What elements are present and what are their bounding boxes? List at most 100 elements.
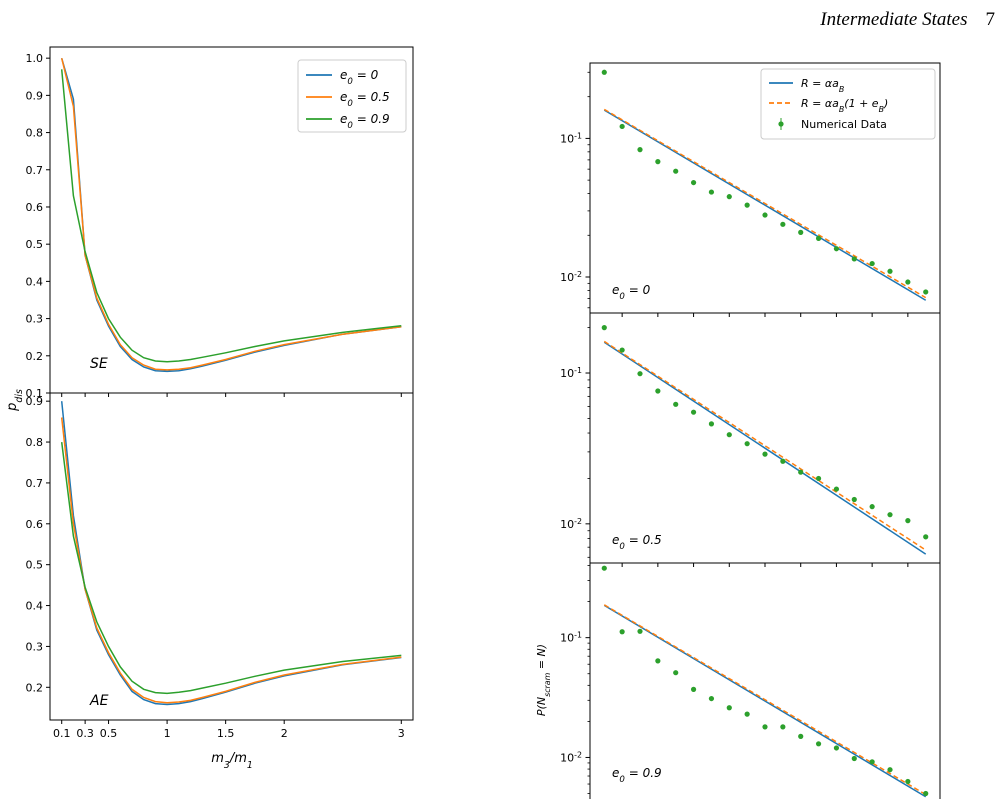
y-tick-label: 0.9 xyxy=(26,395,44,408)
y-tick-label: 0.2 xyxy=(26,681,44,694)
data-point xyxy=(690,686,697,692)
y-tick-label: 0.4 xyxy=(26,275,44,288)
right-panel-2: 10-1 10-2 e0 = 0.5 xyxy=(560,312,941,567)
data-point xyxy=(601,325,607,331)
data-point xyxy=(690,179,697,186)
y-tick-label: 0.9 xyxy=(26,89,44,102)
y-tick-label: 0.5 xyxy=(26,559,44,572)
data-point xyxy=(637,147,643,153)
y-tick-label: 10-1 xyxy=(560,630,582,645)
data-point xyxy=(798,229,804,235)
data-point xyxy=(601,565,607,571)
data-point xyxy=(655,388,661,394)
right-panel-1: 10-1 10-2 e0 = 0 xyxy=(560,62,941,317)
data-point xyxy=(798,733,804,739)
data-point xyxy=(673,401,679,407)
data-point xyxy=(690,409,697,415)
data-point xyxy=(905,778,911,785)
data-point xyxy=(780,458,786,464)
data-point xyxy=(655,159,661,165)
legend-frame xyxy=(760,68,936,140)
legend-frame xyxy=(297,59,407,133)
data-point xyxy=(708,189,715,195)
data-point xyxy=(780,724,786,730)
y-tick-label: 1.0 xyxy=(26,52,44,65)
y-tick-label: 0.2 xyxy=(26,350,44,363)
y-tick-label: 0.1 xyxy=(26,387,44,400)
series-line-2 xyxy=(60,442,402,695)
data-point xyxy=(851,256,857,262)
y-axis-label: pdis xyxy=(5,389,25,412)
data-point xyxy=(601,69,607,75)
data-point xyxy=(798,469,804,475)
data-point xyxy=(833,246,840,252)
data-point xyxy=(887,512,893,518)
y-tick-label: 0.7 xyxy=(26,477,44,490)
data-point xyxy=(851,496,857,503)
data-point xyxy=(637,371,643,377)
fit-line-alpha-ab-1-eb xyxy=(603,108,927,299)
panel-label: SE xyxy=(90,356,108,372)
panel-label: e0 = 0.9 xyxy=(612,766,662,785)
y-tick-label: 10-1 xyxy=(560,131,582,146)
data-point xyxy=(637,628,643,634)
data-point xyxy=(744,202,750,208)
series-line-1 xyxy=(60,417,402,704)
legend-marker xyxy=(778,121,784,127)
panel-label: AE xyxy=(89,693,109,709)
x-tick-label: 3 xyxy=(398,727,405,740)
data-point xyxy=(833,486,840,492)
legend-entry: Numerical Data xyxy=(801,118,887,131)
panel-label: e0 = 0 xyxy=(612,283,651,302)
data-point xyxy=(762,212,768,218)
y-tick-label: 0.3 xyxy=(26,640,44,653)
y-tick-label: 0.6 xyxy=(26,201,44,214)
data-point xyxy=(887,268,893,274)
fit-line-alpha-ab xyxy=(603,109,927,301)
left-panel-se: 0.1 0.2 0.3 0.4 0.5 0.6 0.7 0.8 0.9 1.0 SE xyxy=(26,46,414,400)
x-tick-label: 0.5 xyxy=(100,727,118,740)
running-header: Intermediate States 7 xyxy=(601,0,1001,40)
data-point xyxy=(619,123,625,130)
data-point xyxy=(780,221,786,227)
page-number: 7 xyxy=(985,9,996,30)
fit-line-alpha-ab-1-eb xyxy=(603,340,927,551)
x-axis-label: m3/m1 xyxy=(211,751,253,771)
y-tick-label: 0.6 xyxy=(26,518,44,531)
data-point xyxy=(905,518,911,524)
data-point xyxy=(655,658,661,664)
data-point xyxy=(708,695,715,702)
data-point xyxy=(619,629,625,635)
data-point xyxy=(762,724,768,730)
data-point xyxy=(887,767,893,773)
right-legend: R = αaB R = αaB(1 + eB) Numerical Data xyxy=(760,68,936,140)
data-point xyxy=(923,790,929,797)
y-tick-label: 10-2 xyxy=(560,750,582,765)
data-point xyxy=(869,759,875,765)
data-point xyxy=(744,441,750,447)
x-tick-label: 1.5 xyxy=(217,727,235,740)
x-tick-label: 0.3 xyxy=(76,727,94,740)
series-line-1 xyxy=(60,58,402,371)
left-legend: e0 = 0 e0 = 0.5 e0 = 0.9 xyxy=(297,59,407,133)
data-point xyxy=(673,168,679,174)
data-point xyxy=(833,745,840,751)
y-tick-label: 0.3 xyxy=(26,313,44,326)
panel-label: e0 = 0.5 xyxy=(612,533,662,552)
left-panel-ae: 0.2 0.3 0.4 0.5 0.6 0.7 0.8 0.9 0.1 0.3 0.5 1 1.5 2 3 A… xyxy=(26,392,414,740)
data-point xyxy=(726,194,732,200)
x-tick-label: 1 xyxy=(164,727,171,740)
plot-frame xyxy=(589,562,941,799)
legend-entry: e0 = 0 xyxy=(340,68,379,87)
data-point xyxy=(708,421,715,427)
data-point xyxy=(923,534,929,540)
data-point xyxy=(815,475,822,482)
y-tick-label: 0.7 xyxy=(26,164,44,177)
x-tick-label: 2 xyxy=(281,727,288,740)
running-title: Intermediate States xyxy=(820,9,968,30)
data-point xyxy=(923,289,929,295)
data-point xyxy=(726,432,732,438)
y-tick-label: 0.4 xyxy=(26,600,44,613)
legend-entry: R = αaB xyxy=(801,77,844,94)
